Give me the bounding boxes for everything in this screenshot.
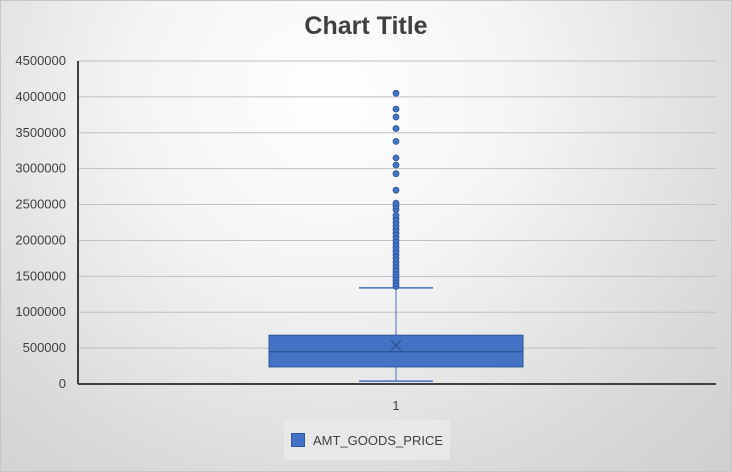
y-tick-label: 4000000 [15,89,66,104]
outlier-point [392,154,400,162]
outlier-point [392,199,400,207]
outlier-point [392,89,400,97]
y-tick-label: 4500000 [15,53,66,68]
outlier-point [392,186,400,194]
chart-title: Chart Title [304,12,428,40]
outlier-point [392,105,400,113]
legend-swatch [290,433,305,447]
y-tick-label: 500000 [23,340,66,355]
y-tick-label: 2000000 [15,232,66,247]
legend: AMT_GOODS_PRICE [284,420,450,460]
legend-label: AMT_GOODS_PRICE [312,432,444,448]
y-tick-label: 3000000 [15,161,66,176]
outlier-point [392,161,400,169]
y-tick-label: 1500000 [15,268,66,283]
y-tick-label: 1000000 [15,304,66,319]
outlier-point [392,125,400,132]
y-tick-label: 2500000 [15,197,66,212]
y-tick-label: 3500000 [15,125,66,140]
outlier-point [392,211,400,219]
outlier-point [392,113,400,121]
x-tick-label: 1 [392,398,399,413]
mean-marker [390,339,402,351]
outlier-point [392,137,400,145]
y-tick-label: 0 [59,376,66,391]
outlier-point [392,170,400,178]
